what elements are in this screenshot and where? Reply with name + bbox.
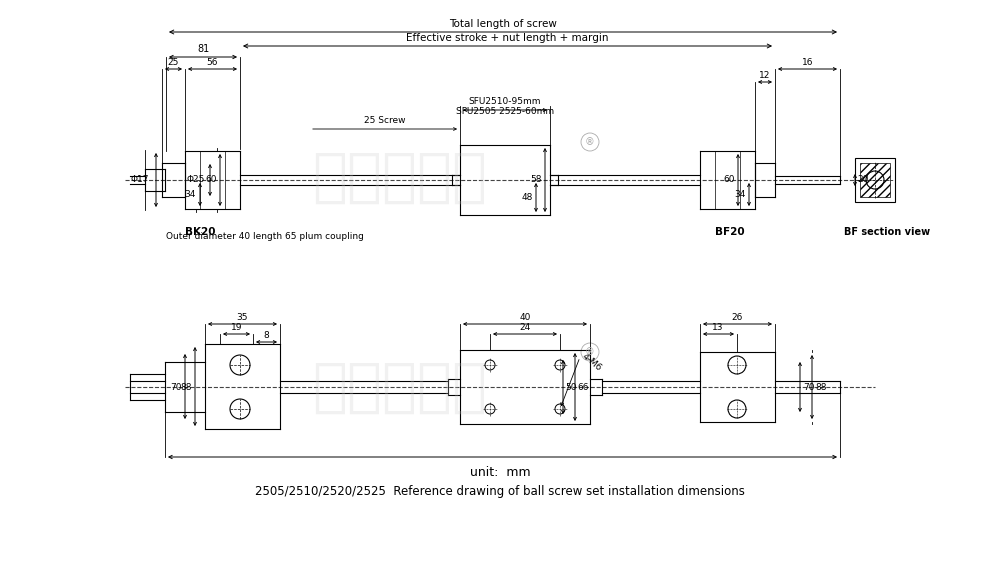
Text: 88: 88: [180, 383, 192, 391]
Bar: [860, 163, 890, 197]
Text: 70: 70: [170, 383, 182, 391]
Text: SFU2505 2525-60mm: SFU2505 2525-60mm: [456, 107, 554, 116]
Text: 56: 56: [207, 58, 218, 67]
Text: 4-M6: 4-M6: [580, 352, 603, 374]
Text: ®: ®: [585, 137, 595, 147]
Text: Φ25: Φ25: [187, 176, 205, 185]
Text: ®: ®: [585, 347, 595, 357]
Text: 48: 48: [522, 193, 533, 202]
Text: 8: 8: [264, 331, 269, 340]
Text: 恒力自动化: 恒力自动化: [312, 149, 488, 205]
Text: BF20: BF20: [715, 227, 745, 237]
Text: 50: 50: [565, 383, 576, 391]
Text: 58: 58: [530, 176, 542, 185]
Text: 25 Screw: 25 Screw: [364, 116, 406, 125]
Text: 70: 70: [803, 383, 814, 391]
Text: 20: 20: [857, 176, 868, 185]
Text: 81: 81: [197, 44, 209, 54]
Text: 60: 60: [206, 176, 217, 185]
Text: Total length of screw: Total length of screw: [449, 19, 557, 29]
Text: Φ17: Φ17: [130, 176, 149, 185]
Text: Outer diameter 40 length 65 plum coupling: Outer diameter 40 length 65 plum couplin…: [166, 232, 364, 241]
Text: SFU2510-95mm: SFU2510-95mm: [469, 97, 541, 106]
Text: 34: 34: [735, 190, 746, 199]
Text: 16: 16: [802, 58, 813, 67]
Text: 40: 40: [519, 313, 531, 322]
Text: 88: 88: [815, 383, 826, 391]
Text: 恒力自动化: 恒力自动化: [312, 359, 488, 415]
Text: 12: 12: [759, 71, 771, 80]
Text: BF section view: BF section view: [844, 227, 930, 237]
Text: 35: 35: [237, 313, 248, 322]
Text: 60: 60: [724, 176, 735, 185]
Text: BK20: BK20: [185, 227, 215, 237]
Text: 19: 19: [231, 323, 242, 332]
Text: 24: 24: [519, 323, 531, 332]
Text: unit:  mm: unit: mm: [470, 466, 530, 479]
Text: Effective stroke + nut length + margin: Effective stroke + nut length + margin: [406, 33, 609, 43]
Bar: [855, 158, 895, 202]
Text: 25: 25: [168, 58, 179, 67]
Text: 26: 26: [732, 313, 743, 322]
Text: 34: 34: [185, 190, 196, 199]
Text: 66: 66: [577, 383, 588, 391]
Text: 13: 13: [712, 323, 724, 332]
Text: 2505/2510/2520/2525  Reference drawing of ball screw set installation dimensions: 2505/2510/2520/2525 Reference drawing of…: [255, 486, 745, 499]
